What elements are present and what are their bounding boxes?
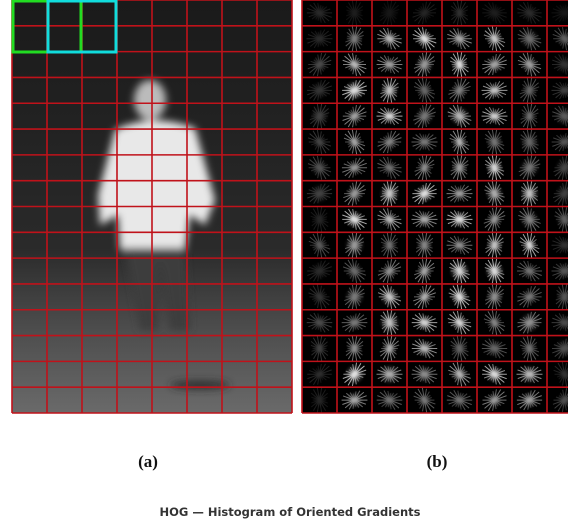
caption: HOG — Histogram of Oriented Gradients — [160, 505, 421, 519]
page: (a) (b) HOG — Histogram of Oriented Grad… — [0, 0, 568, 527]
panel-label: (b) — [427, 452, 448, 471]
figure: (a) (b) HOG — Histogram of Oriented Grad… — [0, 0, 568, 527]
hog-cell — [518, 27, 541, 50]
hog-cell — [517, 311, 541, 335]
panel-label: (a) — [138, 452, 158, 471]
